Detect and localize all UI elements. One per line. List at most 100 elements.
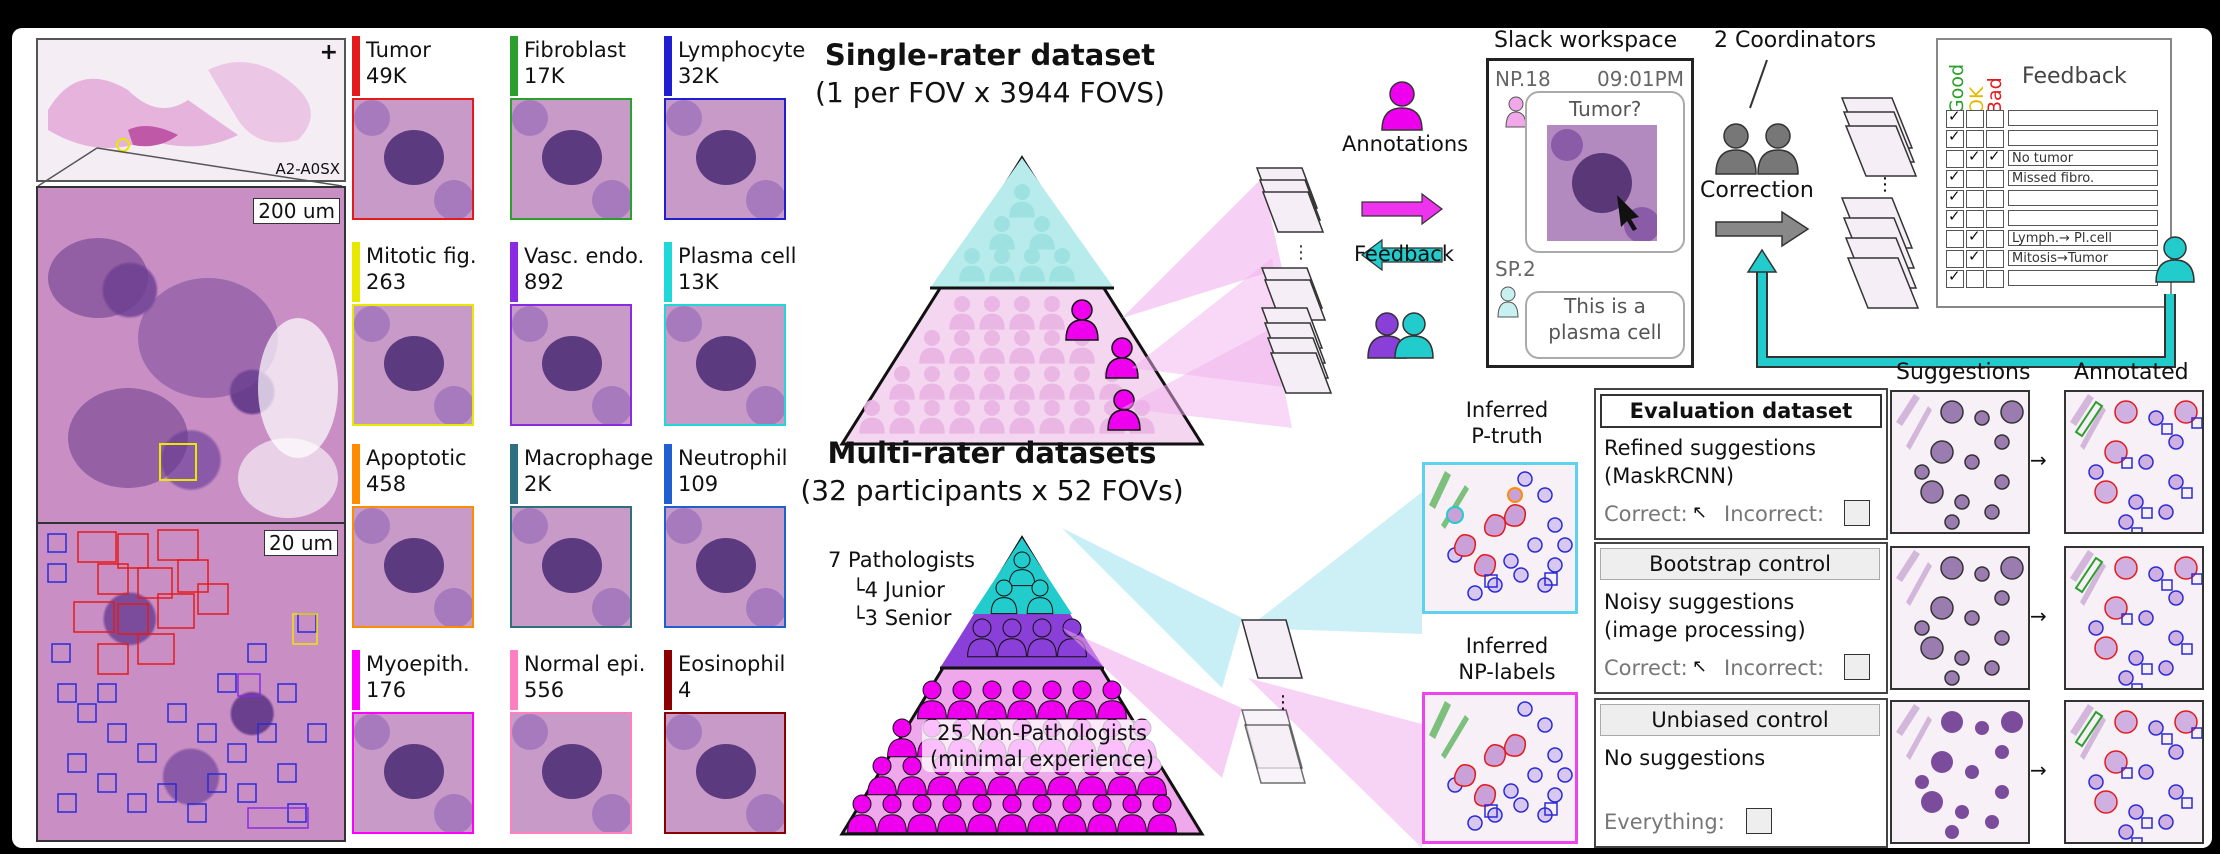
checkbox[interactable]: ✓ bbox=[1946, 127, 1964, 148]
bad-label: Bad bbox=[1984, 77, 2006, 114]
checkbox[interactable]: ✓ bbox=[1946, 187, 1964, 208]
cell-tile: Vasc. endo. 892 bbox=[510, 242, 670, 428]
cell-thumbnail bbox=[352, 304, 474, 426]
checkbox[interactable] bbox=[1966, 130, 1984, 148]
suggestions-image bbox=[1890, 546, 2030, 690]
feedback-row: ✓ ✓ No tumor bbox=[1944, 147, 2164, 170]
fov-stack: ⋮ bbox=[1840, 97, 1920, 309]
checkbox[interactable] bbox=[1986, 170, 2004, 188]
feedback-note[interactable] bbox=[2008, 190, 2158, 206]
checkbox[interactable]: ✓ bbox=[1946, 267, 1964, 288]
color-bar bbox=[510, 242, 518, 302]
feedback-note[interactable]: Lymph.→ Pl.cell bbox=[2008, 230, 2158, 246]
checkbox[interactable] bbox=[1966, 190, 1984, 208]
checkbox[interactable]: ✓ bbox=[1966, 147, 1984, 168]
slack-message-text: Tumor? bbox=[1569, 97, 1642, 121]
cell-tile: Tumor 49K bbox=[352, 36, 512, 222]
cell-type-name: Apoptotic bbox=[366, 446, 467, 470]
arrow-icon: → bbox=[2030, 448, 2047, 472]
color-bar bbox=[352, 650, 360, 710]
cell-thumbnail bbox=[352, 506, 474, 628]
inferred-np-panel bbox=[1422, 692, 1578, 844]
checkbox[interactable]: ✓ bbox=[1946, 167, 1964, 188]
scale-bar-200um: 200 um bbox=[253, 198, 340, 224]
checkbox[interactable] bbox=[1946, 250, 1964, 268]
feedback-note[interactable] bbox=[2008, 130, 2158, 146]
feedback-note[interactable]: No tumor bbox=[2008, 150, 2158, 166]
cursor-icon: ↖ bbox=[1692, 656, 1708, 677]
bootstrap-title: Bootstrap control bbox=[1600, 548, 1880, 580]
checkbox[interactable]: ✓ bbox=[1966, 247, 1984, 268]
cell-type-count: 4 bbox=[678, 678, 692, 702]
cell-type-name: Macrophage bbox=[524, 446, 654, 470]
annotated-image bbox=[2064, 700, 2204, 844]
feedback-note[interactable] bbox=[2008, 110, 2158, 126]
cell-type-count: 263 bbox=[366, 270, 407, 294]
feedback-note[interactable]: Mitosis→Tumor bbox=[2008, 250, 2158, 266]
slide-id: A2-A0SX bbox=[275, 160, 341, 178]
checkbox[interactable]: ✓ bbox=[1946, 107, 1964, 128]
arrow-icon: → bbox=[2030, 604, 2047, 628]
checkbox[interactable] bbox=[1986, 250, 2004, 268]
feedback-row: ✓ bbox=[1944, 207, 2164, 230]
color-bar bbox=[352, 242, 360, 302]
cell-thumbnail bbox=[664, 304, 786, 426]
cell-thumbnail bbox=[664, 506, 786, 628]
cell-thumbnail bbox=[510, 506, 632, 628]
annotated-image bbox=[2064, 546, 2204, 690]
svg-text:⋮: ⋮ bbox=[1292, 242, 1310, 263]
senior-text: 3 Senior bbox=[864, 606, 952, 630]
annotated-header: Annotated bbox=[2074, 360, 2189, 385]
cell-type-count: 556 bbox=[524, 678, 565, 702]
eval-correct: Correct: bbox=[1604, 502, 1688, 526]
svg-text:⋮: ⋮ bbox=[1876, 174, 1894, 195]
fov-projection: ⋮ bbox=[1122, 167, 1333, 428]
cell-type-name: Myoepith. bbox=[366, 652, 470, 676]
cell-type-name: Lymphocyte bbox=[678, 38, 806, 62]
nonpath-line2: (minimal experience) bbox=[929, 747, 1155, 771]
annotation-feedback-flow bbox=[1361, 81, 1443, 359]
eval-line2: (MaskRCNN) bbox=[1604, 464, 1735, 488]
checkbox[interactable]: ✓ bbox=[1966, 227, 1984, 248]
checkbox[interactable] bbox=[1986, 190, 2004, 208]
single-rater-title: Single-rater dataset bbox=[824, 38, 1156, 72]
annotations-label: Annotations bbox=[1342, 132, 1469, 156]
cell-tile: Myoepith. 176 bbox=[352, 650, 512, 836]
cell-type-name: Eosinophil bbox=[678, 652, 786, 676]
cell-tile: Lymphocyte 32K bbox=[664, 36, 824, 222]
checkbox[interactable] bbox=[1966, 170, 1984, 188]
cell-type-count: 32K bbox=[678, 64, 719, 88]
unbiased-everything: Everything: bbox=[1604, 810, 1725, 834]
feedback-row: ✓ bbox=[1944, 107, 2164, 130]
checkbox[interactable] bbox=[1986, 270, 2004, 288]
cell-thumbnail bbox=[352, 98, 474, 220]
plus-icon: + bbox=[319, 40, 338, 65]
checkbox[interactable] bbox=[1946, 230, 1964, 248]
checkbox[interactable] bbox=[1966, 270, 1984, 288]
slack-user-sp2: SP.2 bbox=[1495, 257, 1536, 281]
user-avatar-icon bbox=[1505, 95, 1527, 128]
checkbox[interactable]: ✓ bbox=[1986, 147, 2004, 168]
checkbox[interactable] bbox=[1966, 210, 1984, 228]
checkbox[interactable] bbox=[1986, 130, 2004, 148]
slack-reply-line2: plasma cell bbox=[1548, 320, 1662, 344]
checkbox[interactable] bbox=[1986, 110, 2004, 128]
checkbox[interactable] bbox=[1946, 150, 1964, 168]
slack-user-np18: NP.18 bbox=[1495, 67, 1551, 91]
junior-label: └4 Junior bbox=[852, 578, 945, 602]
slack-reply-bubble: This is a plasma cell bbox=[1525, 291, 1685, 359]
cell-type-count: 13K bbox=[678, 270, 719, 294]
user-avatar-icon bbox=[1497, 285, 1519, 319]
pathologists-label: 7 Pathologists bbox=[828, 548, 975, 572]
cell-type-count: 2K bbox=[524, 472, 552, 496]
feedback-note[interactable]: Missed fibro. bbox=[2008, 170, 2158, 186]
checkbox[interactable] bbox=[1986, 230, 2004, 248]
feedback-rows: ✓ ✓ ✓ ✓ No tumor ✓ Missed fibro. ✓ ✓ ✓ Lymph.→ Pl.… bbox=[1944, 107, 2164, 300]
junior-text: 4 Junior bbox=[864, 578, 945, 602]
checkbox[interactable] bbox=[1966, 110, 1984, 128]
color-bar bbox=[510, 444, 518, 504]
checkbox[interactable] bbox=[1986, 210, 2004, 228]
checkbox[interactable]: ✓ bbox=[1946, 207, 1964, 228]
feedback-form: Good OK Bad Feedback ✓ ✓ ✓ ✓ No tumor ✓ Missed… bbox=[1936, 38, 2172, 308]
feedback-note[interactable] bbox=[2008, 210, 2158, 226]
